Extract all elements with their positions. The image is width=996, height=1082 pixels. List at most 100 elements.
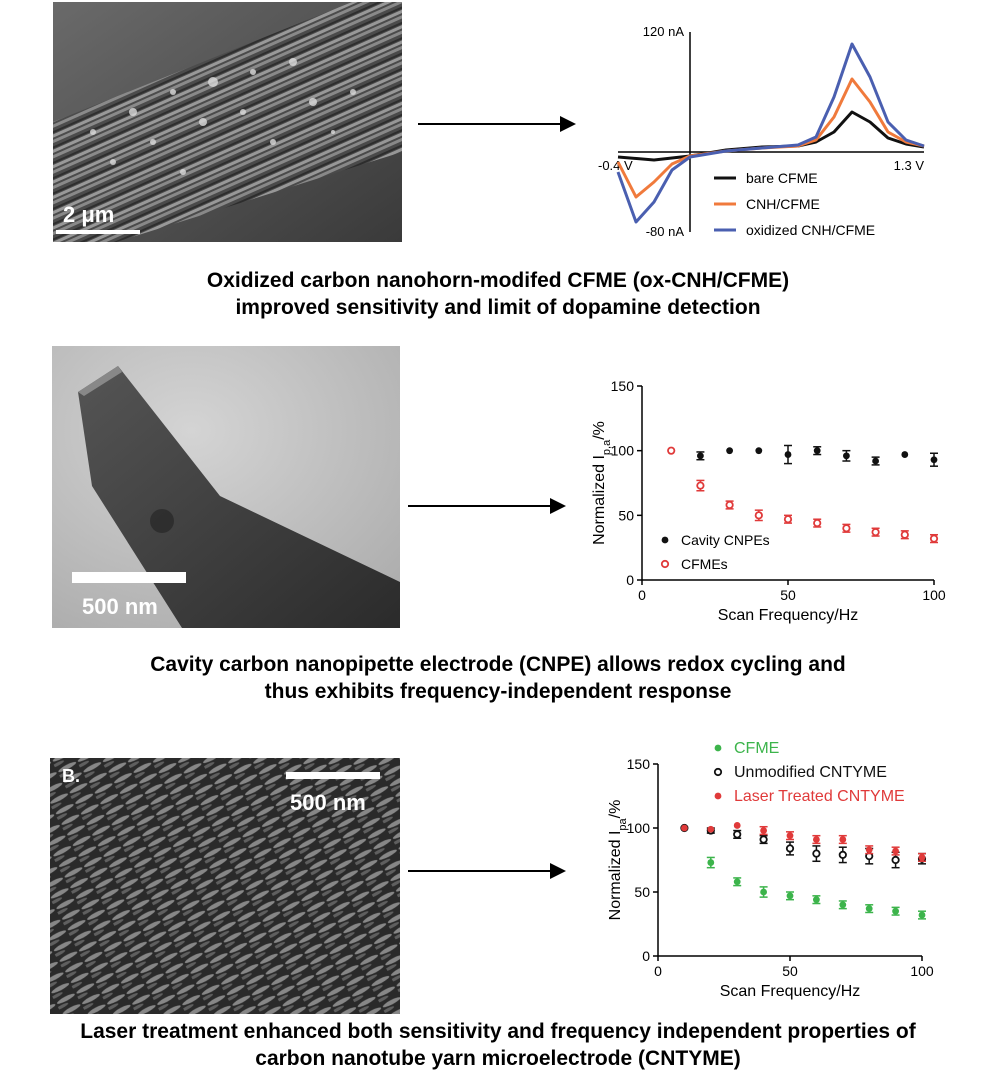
x-axis-label: Scan Frequency/Hz: [720, 983, 861, 1000]
caption-line: Laser treatment enhanced both sensitivit…: [80, 1020, 916, 1043]
y-tick-label: 150: [627, 756, 651, 772]
data-point: [872, 457, 879, 465]
data-point: [838, 850, 847, 859]
data-point: [786, 892, 794, 900]
x-tick-label: 100: [922, 587, 946, 603]
cyclic-voltammogram-chart: 120 nA -80 nA -0.4 V 1.3 V bare CFME CNH/CFME…: [598, 24, 925, 239]
y-min-label: -80 nA: [646, 224, 685, 239]
data-point: [697, 452, 704, 460]
x-tick-label: 50: [780, 587, 796, 603]
data-point: [733, 830, 742, 839]
arrow-icon: [418, 116, 576, 132]
cv-series-line: [617, 110, 925, 162]
x-min-label: -0.4 V: [598, 158, 633, 173]
data-point: [839, 836, 847, 843]
data-point: [842, 524, 851, 533]
data-point: [759, 835, 768, 844]
tem-micrograph-nanopipette: 500 nm: [52, 346, 400, 628]
data-point: [865, 905, 873, 913]
x-axis-label: Scan Frequency/Hz: [718, 607, 859, 624]
data-point: [930, 456, 938, 464]
data-point: [725, 500, 734, 510]
data-point: [918, 854, 926, 861]
normalized-current-chart-cntyme: 0 50 100 150 0 50 100 Scan Frequency/Hz Normaliz…: [607, 740, 934, 1000]
data-point: [681, 824, 688, 832]
data-point: [755, 447, 763, 455]
legend-label: bare CFME: [746, 170, 818, 186]
y-tick-label: 100: [627, 820, 651, 836]
data-point: [871, 528, 880, 537]
scale-bar: [72, 572, 186, 583]
caption-line: improved sensitivity and limit of dopami…: [235, 296, 761, 319]
arrow-icon: [408, 498, 566, 514]
caption-line: Cavity carbon nanopipette electrode (CNP…: [150, 653, 846, 676]
legend-label: oxidized CNH/CFME: [746, 222, 875, 238]
data-point: [839, 901, 847, 909]
legend-marker: [714, 744, 722, 752]
y-tick-label: 100: [611, 443, 635, 459]
data-point: [813, 836, 820, 843]
legend-marker: [661, 536, 669, 544]
legend-label: Laser Treated CNTYME: [734, 788, 905, 805]
data-point: [891, 855, 900, 865]
sem-fiber-texture: [53, 2, 402, 242]
data-point: [754, 511, 763, 520]
data-point: [726, 447, 733, 455]
sem-micrograph-nanotube-yarn: B. 500 nm: [50, 758, 400, 1014]
nanopipette-texture: [52, 346, 400, 628]
caption-line: thus exhibits frequency-independent resp…: [264, 680, 732, 703]
data-point: [733, 822, 741, 829]
data-point: [918, 911, 926, 919]
scale-bar-label: 500 nm: [290, 790, 366, 815]
data-point: [667, 446, 676, 455]
y-max-label: 120 nA: [643, 24, 685, 39]
data-point: [760, 827, 767, 834]
x-tick-label: 0: [638, 587, 646, 603]
data-point: [892, 847, 899, 855]
y-tick-label: 150: [611, 378, 635, 394]
data-point: [892, 907, 899, 915]
data-point: [813, 518, 822, 528]
caption-panel-1: Oxidized carbon nanohorn-modifed CFME (o…: [0, 267, 996, 321]
y-tick-label: 50: [634, 884, 650, 900]
data-point: [786, 832, 794, 840]
arrow-icon: [408, 863, 566, 879]
legend-label: Unmodified CNTYME: [734, 764, 887, 781]
data-point: [843, 452, 850, 460]
x-max-label: 1.3 V: [894, 158, 925, 173]
legend-marker: [660, 559, 670, 569]
sem-micrograph-fibers: 2 μm: [53, 2, 402, 242]
data-point: [707, 825, 715, 833]
y-tick-label: 0: [626, 572, 634, 588]
data-point: [865, 846, 873, 854]
y-axis-label: Normalized Ipa/%: [607, 800, 629, 921]
x-tick-label: 50: [782, 963, 798, 979]
normalized-current-chart-cnpe: 0 50 100 150 0 50 100 Scan Frequency/Hz Normaliz…: [591, 378, 946, 624]
data-point: [929, 534, 939, 543]
data-point: [707, 859, 715, 866]
y-axis-label: Normalized Ip,a/%: [591, 421, 613, 545]
data-point: [760, 888, 767, 896]
data-point: [901, 451, 909, 458]
y-tick-label: 0: [642, 948, 650, 964]
scale-bar: [286, 772, 380, 779]
data-point: [733, 878, 741, 886]
panel-letter: B.: [62, 766, 80, 786]
scale-bar: [56, 230, 140, 234]
data-point: [813, 447, 821, 455]
data-point: [696, 481, 705, 490]
legend-marker: [714, 792, 722, 800]
scale-bar-label: 2 μm: [63, 202, 115, 227]
nanotube-yarn-texture: [50, 758, 400, 1014]
legend-label: CNH/CFME: [746, 196, 820, 212]
caption-panel-2: Cavity carbon nanopipette electrode (CNP…: [0, 651, 996, 705]
caption-panel-3: Laser treatment enhanced both sensitivit…: [0, 1018, 996, 1072]
scale-bar-label: 500 nm: [82, 594, 158, 619]
y-tick-label: 50: [618, 507, 634, 523]
legend-label: Cavity CNPEs: [681, 532, 770, 548]
data-point: [783, 515, 793, 524]
caption-line: carbon nanotube yarn microelectrode (CNT…: [255, 1047, 741, 1070]
data-point: [785, 844, 795, 853]
data-point: [900, 530, 909, 539]
caption-line: Oxidized carbon nanohorn-modifed CFME (o…: [206, 269, 790, 292]
